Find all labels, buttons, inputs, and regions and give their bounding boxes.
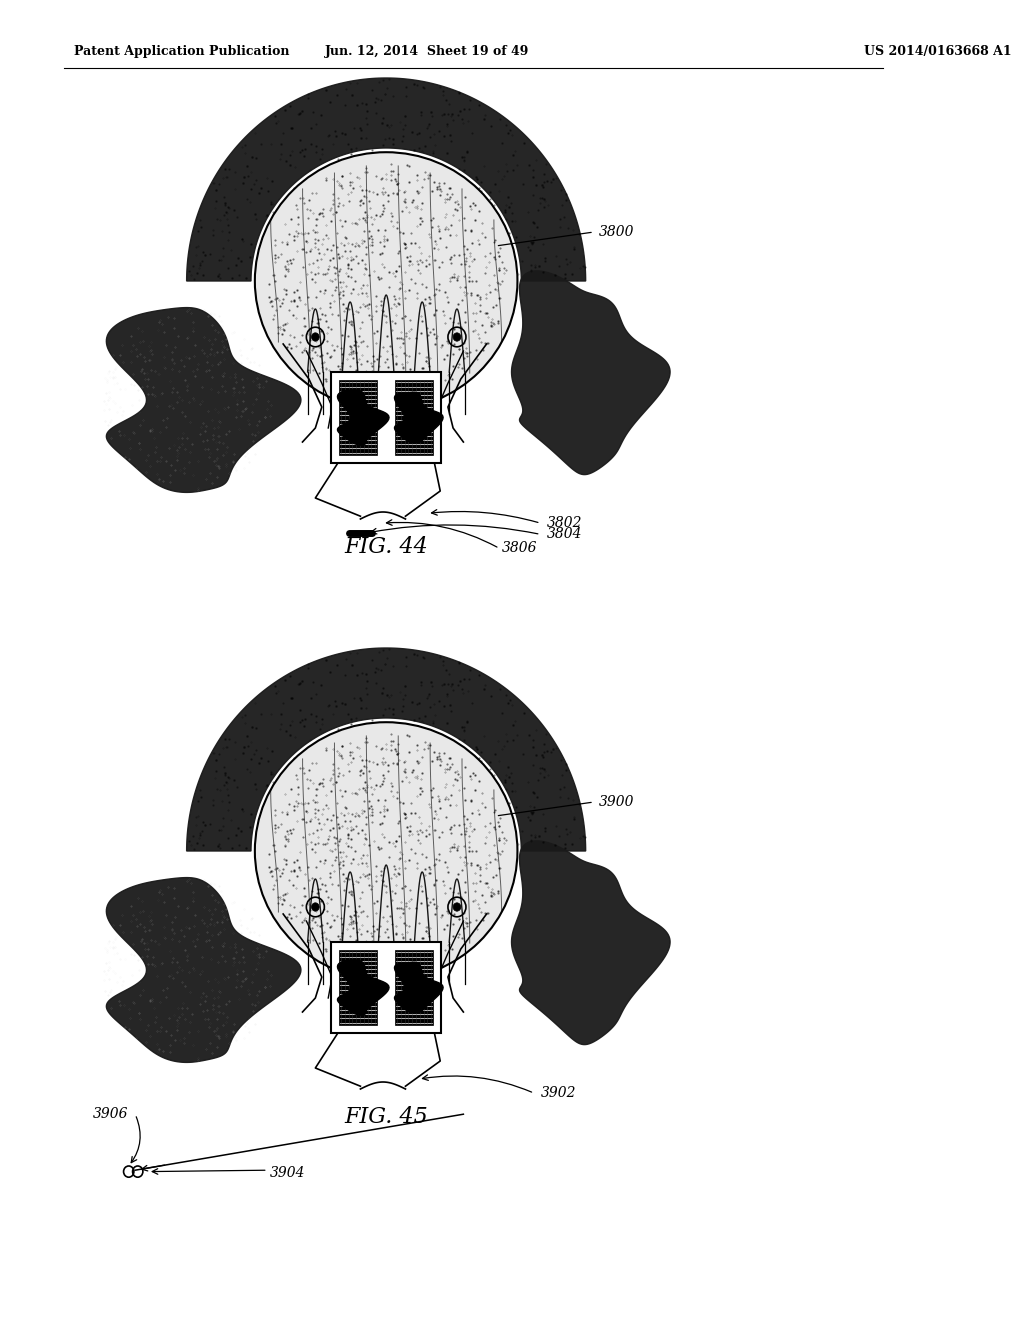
Text: 3902: 3902 — [541, 1086, 577, 1100]
Polygon shape — [106, 308, 301, 492]
Polygon shape — [394, 962, 443, 1012]
Circle shape — [453, 903, 461, 911]
Bar — [395, 950, 433, 1024]
Text: 3804: 3804 — [547, 528, 583, 541]
Polygon shape — [512, 841, 670, 1044]
Polygon shape — [186, 78, 586, 281]
Text: 3900: 3900 — [599, 795, 634, 809]
Text: 3806: 3806 — [502, 541, 538, 556]
Bar — [395, 380, 433, 454]
Bar — [332, 372, 441, 463]
Polygon shape — [394, 392, 443, 442]
Circle shape — [453, 333, 461, 341]
Circle shape — [311, 333, 319, 341]
Text: FIG. 44: FIG. 44 — [344, 536, 428, 558]
Polygon shape — [338, 389, 389, 445]
Ellipse shape — [255, 152, 517, 409]
Text: 3800: 3800 — [599, 224, 634, 239]
Polygon shape — [106, 878, 301, 1063]
Polygon shape — [186, 648, 586, 851]
Circle shape — [311, 903, 319, 911]
Bar — [339, 950, 377, 1024]
Polygon shape — [338, 960, 389, 1015]
Text: US 2014/0163668 A1: US 2014/0163668 A1 — [864, 45, 1012, 58]
Text: 3802: 3802 — [547, 516, 583, 531]
Ellipse shape — [255, 722, 517, 979]
Text: Patent Application Publication: Patent Application Publication — [74, 45, 289, 58]
Text: Jun. 12, 2014  Sheet 19 of 49: Jun. 12, 2014 Sheet 19 of 49 — [326, 45, 529, 58]
Bar — [339, 380, 377, 454]
Bar — [332, 942, 441, 1034]
Text: 3906: 3906 — [93, 1107, 129, 1121]
Text: FIG. 45: FIG. 45 — [344, 1106, 428, 1129]
Polygon shape — [512, 271, 670, 475]
Text: 3904: 3904 — [270, 1166, 306, 1180]
